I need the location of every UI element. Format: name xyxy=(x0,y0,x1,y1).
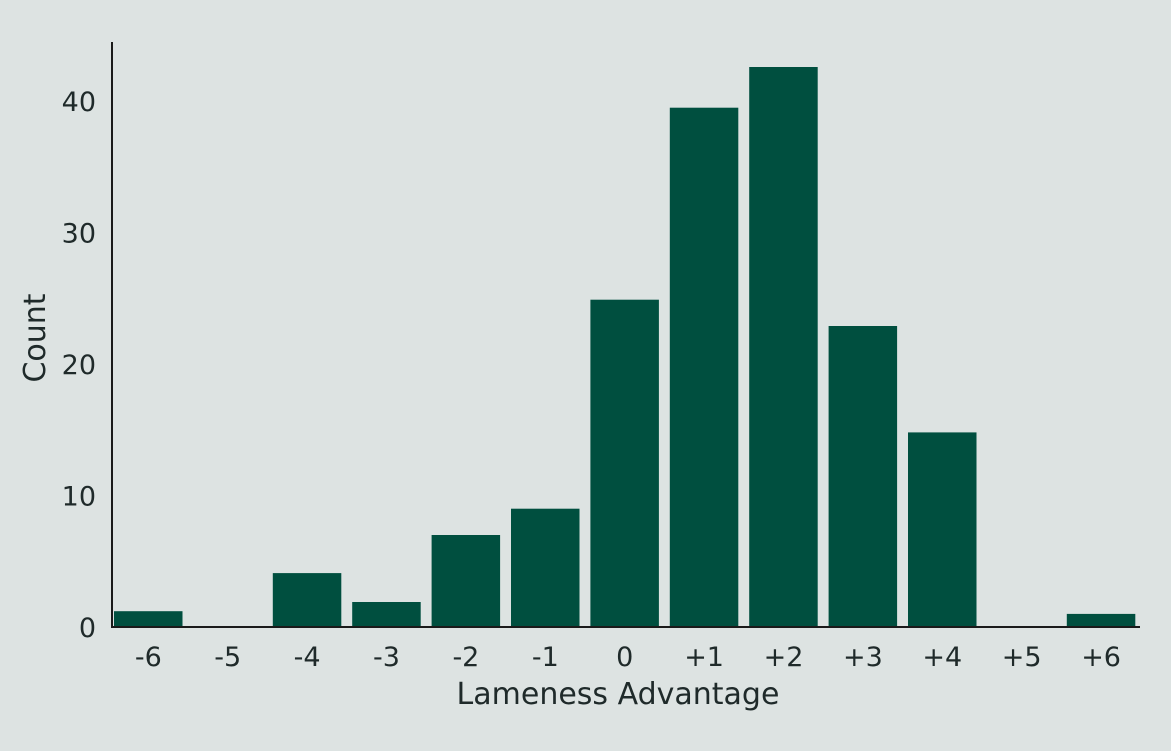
y-tick-10: 10 xyxy=(62,482,96,513)
x-tick-+3: +3 xyxy=(843,642,883,673)
bar--1 xyxy=(511,508,580,627)
x-tick--5: -5 xyxy=(214,642,241,673)
bar-+4 xyxy=(908,432,977,627)
bar-+2 xyxy=(749,67,818,627)
x-tick-0: 0 xyxy=(616,642,633,673)
bar--4 xyxy=(272,573,342,627)
bar--2 xyxy=(431,535,501,627)
x-tick-+5: +5 xyxy=(1002,642,1042,673)
bar-+1 xyxy=(669,107,739,627)
x-tick-+2: +2 xyxy=(764,642,804,673)
x-tick-+1: +1 xyxy=(684,642,724,673)
x-tick-labels: -6 -5 -4 -3 -2 -1 0 +1 +2 +3 +4 +5 +6 xyxy=(135,642,1121,673)
x-tick--2: -2 xyxy=(452,642,479,673)
bar-+3 xyxy=(828,326,898,627)
y-tick-0: 0 xyxy=(79,613,96,644)
y-tick-labels: 0 10 20 30 40 xyxy=(62,87,96,644)
x-tick-+4: +4 xyxy=(922,642,962,673)
y-tick-40: 40 xyxy=(62,87,96,118)
bar--6 xyxy=(114,611,183,627)
x-tick--1: -1 xyxy=(532,642,559,673)
x-tick--4: -4 xyxy=(294,642,321,673)
bar--3 xyxy=(352,602,421,627)
bar-+6 xyxy=(1066,613,1136,627)
x-axis-title: Lameness Advantage xyxy=(457,677,780,712)
y-axis-title: Count xyxy=(18,293,53,382)
x-tick--3: -3 xyxy=(373,642,400,673)
x-tick-+6: +6 xyxy=(1081,642,1121,673)
bars-group xyxy=(114,67,1136,627)
y-tick-20: 20 xyxy=(62,350,96,381)
bar-0 xyxy=(590,299,659,627)
y-tick-30: 30 xyxy=(62,219,96,250)
x-tick--6: -6 xyxy=(135,642,162,673)
